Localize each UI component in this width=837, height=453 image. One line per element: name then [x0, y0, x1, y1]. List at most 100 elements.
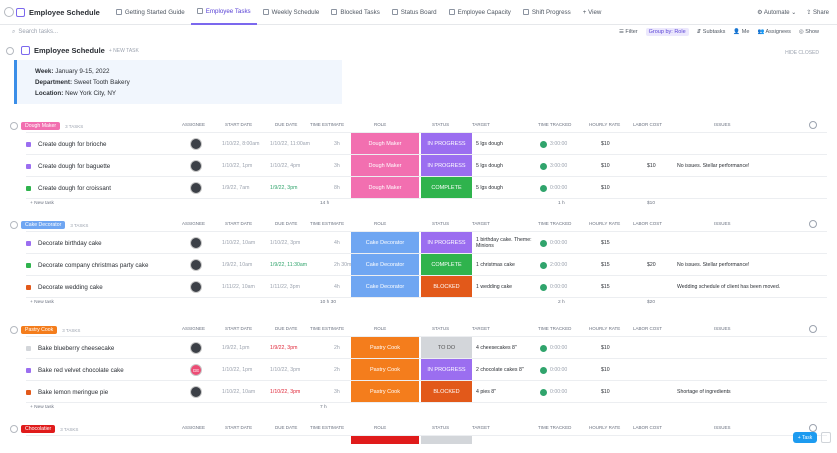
avatar[interactable]	[190, 281, 202, 293]
status-cell[interactable]: BLOCKED	[421, 381, 472, 403]
labor-cost[interactable]: $20	[647, 262, 656, 268]
status-square-icon[interactable]	[26, 240, 31, 246]
time-tracked[interactable]: 3:00:00	[540, 133, 567, 155]
column-header[interactable]: LABOR COST	[633, 425, 663, 430]
status-square-icon[interactable]	[26, 163, 31, 169]
status-square-icon[interactable]	[26, 367, 31, 373]
time-estimate[interactable]: 3h	[334, 141, 340, 147]
table-row[interactable]: Decorate birthday cake 1/10/22, 10am 1/10/…	[26, 231, 827, 254]
group-pill[interactable]: Cake Decorator	[21, 221, 66, 229]
column-header[interactable]: ASSIGNEE	[182, 221, 206, 226]
due-date[interactable]: 1/11/22, 3pm	[270, 284, 300, 290]
column-header[interactable]: DUE DATE	[275, 326, 298, 331]
role-cell[interactable]: Dough Maker	[351, 155, 419, 177]
due-date[interactable]: 1/9/22, 3pm	[270, 345, 298, 351]
assignee-cell[interactable]	[190, 177, 202, 199]
status-cell[interactable]: COMPLETE	[421, 177, 472, 199]
hourly-rate[interactable]: $10	[601, 163, 610, 169]
hourly-rate[interactable]: $10	[601, 185, 610, 191]
time-tracked[interactable]: 0:00:00	[540, 177, 567, 199]
column-header[interactable]: ASSIGNEE	[182, 122, 206, 127]
show-button[interactable]: ◎ Show	[798, 29, 819, 35]
target-cell[interactable]: 5 lgs dough	[476, 163, 503, 169]
time-estimate[interactable]: 3h	[334, 163, 340, 169]
menu-icon[interactable]	[4, 7, 14, 17]
column-header[interactable]: ROLE	[374, 221, 387, 226]
add-task-button[interactable]: + Task	[793, 432, 817, 443]
avatar[interactable]	[190, 160, 202, 172]
avatar[interactable]	[190, 138, 202, 150]
issues-cell[interactable]: Wedding schedule of client has been move…	[677, 284, 781, 290]
play-icon[interactable]	[540, 140, 547, 148]
column-header[interactable]: ASSIGNEE	[182, 425, 206, 430]
task-name[interactable]: Bake blueberry cheesecake	[26, 337, 176, 359]
tab-weekly-schedule[interactable]: Weekly Schedule	[257, 0, 326, 25]
start-date[interactable]: 1/9/22, 10am	[222, 262, 253, 268]
time-estimate[interactable]: 8h	[334, 185, 340, 191]
task-name[interactable]: Decorate company christmas party cake	[26, 254, 176, 276]
column-header[interactable]: DUE DATE	[275, 122, 298, 127]
column-header[interactable]: TIME ESTIMATE	[310, 122, 345, 127]
play-icon[interactable]	[540, 261, 547, 269]
avatar[interactable]	[190, 342, 202, 354]
column-header[interactable]: ASSIGNEE	[182, 326, 206, 331]
tab-employee-capacity[interactable]: Employee Capacity	[443, 0, 517, 25]
task-name[interactable]: Decorate wedding cake	[26, 276, 176, 298]
issues-cell[interactable]: No issues. Stellar performance!	[677, 262, 750, 268]
new-task-button[interactable]: + New task	[30, 405, 54, 410]
column-header[interactable]: LABOR COST	[633, 122, 663, 127]
time-tracked[interactable]: 0:00:00	[540, 276, 567, 298]
task-name[interactable]: Bake lemon meringue pie	[26, 381, 176, 403]
target-cell[interactable]: 4 cheesecakes 8"	[476, 345, 517, 351]
column-header[interactable]: ISSUES	[714, 326, 731, 331]
hourly-rate[interactable]: $10	[601, 141, 610, 147]
status-square-icon[interactable]	[26, 262, 31, 268]
task-name[interactable]: Create dough for baguette	[26, 155, 176, 177]
column-header[interactable]: LABOR COST	[633, 221, 663, 226]
issues-cell[interactable]: Shortage of ingredients	[677, 389, 731, 395]
assignee-cell[interactable]	[190, 254, 202, 276]
play-icon[interactable]	[540, 184, 547, 192]
time-estimate[interactable]: 4h	[334, 284, 340, 290]
status-square-icon[interactable]	[26, 284, 31, 290]
hourly-rate[interactable]: $10	[601, 389, 610, 395]
assignee-cell[interactable]	[190, 276, 202, 298]
status-cell[interactable]	[421, 436, 472, 444]
new-task-button[interactable]: + New task	[30, 300, 54, 305]
column-header[interactable]: STATUS	[432, 122, 450, 127]
assignee-cell[interactable]	[190, 133, 202, 155]
table-row[interactable]: Decorate wedding cake 1/11/22, 10am 1/11/2…	[26, 275, 827, 298]
column-header[interactable]: TIME ESTIMATE	[310, 221, 345, 226]
status-cell[interactable]: IN PROGRESS	[421, 133, 472, 155]
column-header[interactable]: START DATE	[225, 326, 253, 331]
table-row[interactable]: Create dough for croissant 1/9/22, 7am 1/9…	[26, 176, 827, 199]
start-date[interactable]: 1/9/22, 1pm	[222, 345, 250, 351]
column-header[interactable]: TARGET	[472, 122, 490, 127]
play-icon[interactable]	[540, 366, 547, 374]
table-row[interactable]	[26, 435, 827, 444]
status-square-icon[interactable]	[26, 345, 31, 351]
column-header[interactable]: DUE DATE	[275, 221, 298, 226]
time-tracked[interactable]: 0:00:00	[540, 337, 567, 359]
role-cell[interactable]: Pastry Cook	[351, 381, 419, 403]
column-header[interactable]: DUE DATE	[275, 425, 298, 430]
column-header[interactable]: STATUS	[432, 221, 450, 226]
time-estimate[interactable]: 2h	[334, 367, 340, 373]
tab-blocked-tasks[interactable]: Blocked Tasks	[325, 0, 385, 25]
share-button[interactable]: ⇪ Share	[806, 10, 829, 16]
avatar[interactable]	[190, 386, 202, 398]
time-tracked[interactable]: 0:00:00	[540, 232, 567, 254]
add-column-icon[interactable]	[809, 220, 817, 228]
status-cell[interactable]: IN PROGRESS	[421, 359, 472, 381]
column-header[interactable]: ISSUES	[714, 221, 731, 226]
due-date[interactable]: 1/10/22, 3pm	[270, 389, 301, 395]
task-name[interactable]: Create dough for croissant	[26, 177, 176, 199]
column-header[interactable]: TARGET	[472, 326, 490, 331]
play-icon[interactable]	[540, 344, 547, 352]
target-cell[interactable]: 2 chocolate cakes 8"	[476, 367, 524, 373]
workspace-title[interactable]: Employee Schedule	[16, 7, 100, 17]
column-header[interactable]: ROLE	[374, 326, 387, 331]
chevron-down-icon[interactable]	[10, 221, 18, 229]
start-date[interactable]: 1/10/22, 8:00am	[222, 141, 260, 147]
status-cell[interactable]: IN PROGRESS	[421, 155, 472, 177]
